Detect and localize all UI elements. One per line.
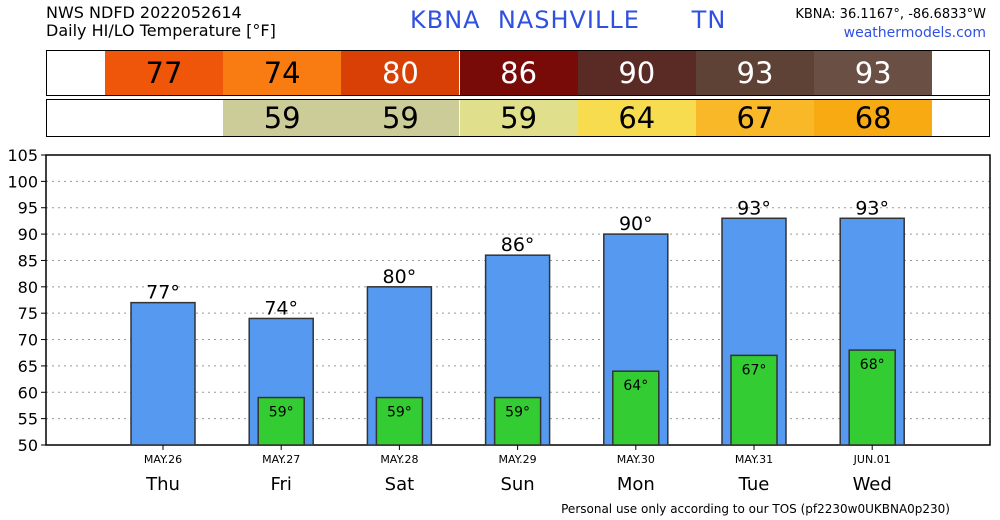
low-bar [493, 396, 542, 446]
date-label: MAY.28 [380, 453, 418, 466]
high-temp-strip: 77 74 80 86 90 93 93 [46, 50, 990, 96]
y-tick-label: 60 [18, 383, 38, 402]
high-temp-cell: 93 [696, 51, 814, 95]
date-label: MAY.26 [144, 453, 182, 466]
y-tick-label: 70 [18, 331, 38, 350]
low-bar-label: 59° [505, 405, 530, 421]
high-temp-cell: 74 [223, 51, 342, 95]
date-label: JUN.01 [853, 453, 891, 466]
low-temp-cell: 59 [341, 100, 460, 136]
high-bar [130, 301, 196, 446]
date-label: MAY.29 [499, 453, 537, 466]
high-temp-cell: 90 [577, 51, 696, 95]
high-bar-label: 77° [146, 282, 180, 304]
y-tick-label: 90 [18, 225, 38, 244]
low-bar-label: 59° [387, 405, 412, 421]
header-right: KBNA: 36.1167°, -86.6833°W weathermodels… [795, 5, 986, 43]
low-bar-label: 64° [623, 378, 648, 394]
temperature-chart: 50 55 60 65 70 75 80 85 90 95 100 105 77° MAY.26 Thu 74… [7, 146, 991, 495]
day-label: Thu [145, 474, 180, 495]
low-bar-label: 68° [860, 357, 885, 373]
low-bar-label: 59° [269, 405, 294, 421]
day-label: Sun [500, 474, 534, 495]
high-temp-cell: 93 [814, 51, 933, 95]
low-temp-cell: 67 [696, 100, 814, 136]
day-label: Fri [270, 474, 291, 495]
high-bar-label: 86° [501, 234, 535, 256]
low-temp-cell: 59 [459, 100, 578, 136]
day-label: Sat [385, 474, 415, 495]
day-label: Tue [738, 474, 770, 495]
y-tick-label: 100 [7, 172, 38, 191]
date-label: MAY.27 [262, 453, 300, 466]
low-bar [848, 349, 896, 446]
low-bar [612, 370, 660, 446]
footer-note: Personal use only according to our TOS (… [561, 502, 950, 516]
high-bar-label: 90° [619, 213, 653, 235]
product-title: Daily HI/LO Temperature [°F] [46, 21, 276, 40]
y-tick-label: 75 [18, 304, 38, 323]
y-tick-label: 55 [18, 410, 38, 429]
low-temp-cell: 68 [814, 100, 933, 136]
high-bar-label: 74° [264, 297, 298, 319]
low-temp-cell: 64 [577, 100, 696, 136]
station-title: KBNA NASHVILLE TN [410, 6, 727, 34]
day-label: Wed [853, 474, 892, 495]
y-tick-label: 80 [18, 278, 38, 297]
y-tick-label: 95 [18, 199, 38, 218]
date-label: MAY.31 [735, 453, 773, 466]
high-bar-label: 80° [383, 266, 417, 288]
high-temp-cell: 80 [341, 51, 460, 95]
low-bar [375, 396, 424, 446]
high-temp-cell: 77 [105, 51, 223, 95]
low-temp-cell: 59 [223, 100, 342, 136]
high-bar-label: 93° [737, 197, 771, 219]
station-coords: KBNA: 36.1167°, -86.6833°W [795, 7, 986, 22]
high-temp-cell: 86 [459, 51, 578, 95]
low-bar-label: 67° [742, 362, 767, 378]
header-left: NWS NDFD 2022052614 Daily HI/LO Temperat… [46, 4, 276, 40]
high-bar-label: 93° [855, 197, 889, 219]
site-link[interactable]: weathermodels.com [843, 25, 986, 41]
day-label: Mon [617, 474, 655, 495]
date-label: MAY.30 [617, 453, 655, 466]
model-run: NWS NDFD 2022052614 [46, 3, 242, 22]
y-tick-label: 65 [18, 357, 38, 376]
y-tick-label: 105 [7, 146, 38, 165]
y-tick-label: 50 [18, 436, 38, 455]
low-temp-strip: 59 59 59 64 67 68 [46, 99, 990, 137]
y-tick-label: 85 [18, 251, 38, 270]
